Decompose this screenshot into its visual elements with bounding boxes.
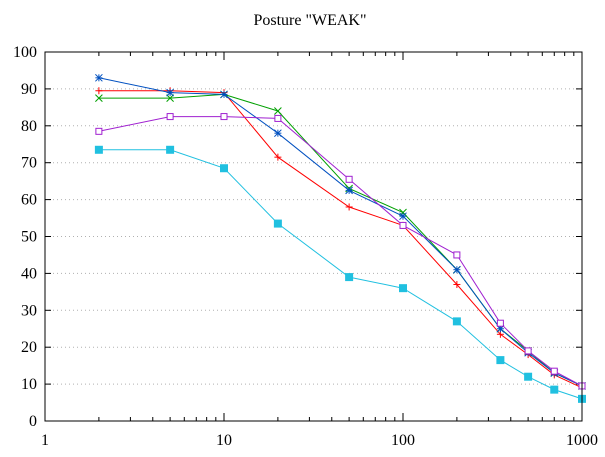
data-point <box>524 347 532 355</box>
marker-stroke <box>345 186 353 195</box>
x-tick-label: 1 <box>41 432 49 449</box>
grid-lines <box>45 88 582 385</box>
marker-stroke <box>166 88 174 97</box>
marker-stroke <box>95 94 103 102</box>
series-cross <box>95 90 586 390</box>
marker-stroke <box>274 107 282 115</box>
data-point <box>273 219 282 228</box>
y-tick-label: 70 <box>21 155 37 172</box>
data-point <box>166 145 175 154</box>
series-line <box>98 149 583 400</box>
data-point <box>452 317 461 326</box>
data-point <box>95 73 103 82</box>
data-point <box>399 221 407 229</box>
marker-stroke <box>220 90 228 99</box>
series-square-open <box>95 113 586 390</box>
y-tick-label: 60 <box>21 192 37 209</box>
data-point <box>274 114 282 122</box>
chart-title: Posture "WEAK" <box>253 12 366 29</box>
data-point <box>453 251 461 259</box>
marker-stroke <box>453 265 461 274</box>
data-point <box>399 284 407 293</box>
data-point <box>95 87 103 95</box>
data-point <box>496 319 504 327</box>
y-tick-label: 80 <box>21 118 37 135</box>
data-point <box>274 129 282 138</box>
series-group <box>94 73 586 403</box>
series-line <box>98 90 583 389</box>
y-tick-label: 50 <box>21 229 37 246</box>
data-point <box>220 90 228 99</box>
data-point <box>345 186 353 195</box>
data-point <box>220 164 228 173</box>
x-tick-label: 1000 <box>566 432 598 449</box>
marker-stroke <box>166 94 174 102</box>
series-line <box>98 93 583 387</box>
x-tick-label: 10 <box>216 432 232 449</box>
data-point <box>345 203 353 211</box>
series-line <box>98 77 583 387</box>
data-point <box>550 385 559 394</box>
plot-frame <box>44 51 583 422</box>
series-square-filled <box>94 145 586 403</box>
series-plus <box>95 87 586 392</box>
y-tick-label: 10 <box>21 376 37 393</box>
data-point <box>166 113 174 121</box>
y-tick-label: 30 <box>21 302 37 319</box>
data-point <box>274 107 282 115</box>
data-point <box>453 280 461 288</box>
data-point <box>524 372 533 381</box>
data-point <box>166 88 174 97</box>
data-point <box>94 145 103 154</box>
y-tick-label: 20 <box>21 339 37 356</box>
data-point <box>399 212 407 221</box>
data-point <box>95 94 103 102</box>
data-point <box>166 94 174 102</box>
data-point <box>453 265 461 274</box>
marker-stroke <box>399 212 407 221</box>
x-tick-label: 100 <box>391 432 415 449</box>
y-tick-label: 40 <box>21 265 37 282</box>
data-point <box>550 367 558 375</box>
data-point <box>496 356 505 365</box>
data-point <box>345 175 353 183</box>
marker-stroke <box>95 73 103 82</box>
y-tick-label: 100 <box>13 44 37 61</box>
data-point <box>220 113 228 121</box>
y-tick-label: 0 <box>29 413 37 430</box>
data-point <box>274 153 282 161</box>
marker-stroke <box>274 129 282 138</box>
data-point <box>345 273 354 282</box>
y-tick-label: 90 <box>21 81 37 98</box>
series-line <box>98 116 583 387</box>
data-point <box>95 127 103 135</box>
